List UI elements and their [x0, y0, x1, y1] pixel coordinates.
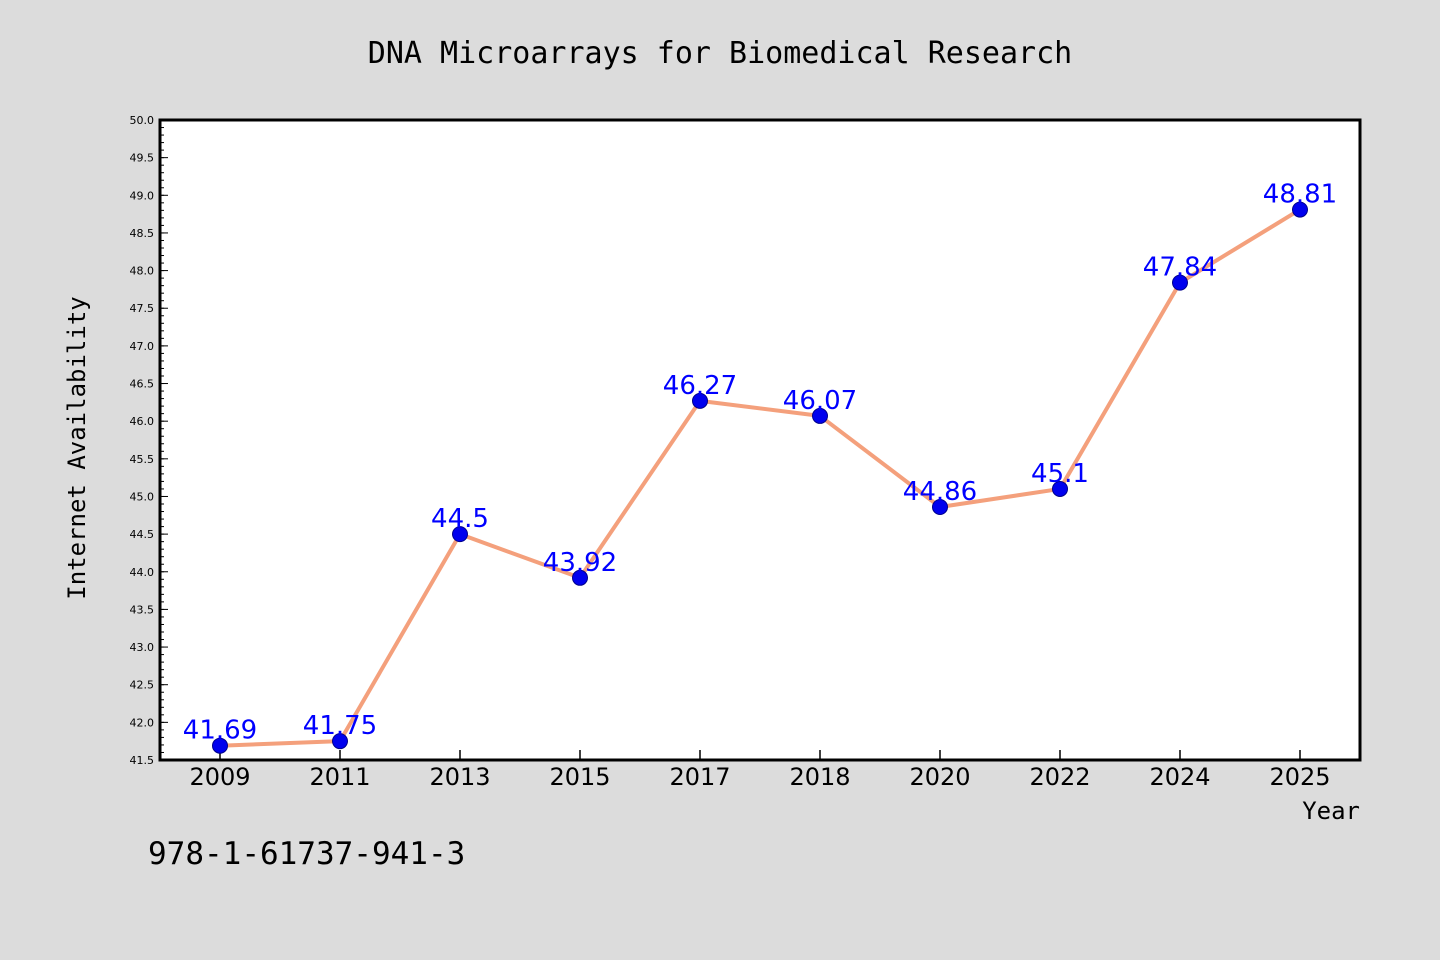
data-label: 46.27 [663, 371, 737, 401]
data-label: 45.1 [1031, 459, 1089, 489]
y-tick-label: 47.5 [130, 302, 155, 315]
y-tick-label: 48.0 [130, 265, 155, 278]
data-label: 44.86 [903, 477, 977, 507]
x-tick-label: 2018 [789, 763, 850, 791]
data-point [812, 407, 828, 424]
series-line [218, 207, 1302, 748]
data-point [932, 499, 948, 516]
x-tick-label: 2025 [1269, 763, 1330, 791]
data-label: 43.92 [543, 548, 617, 578]
data-labels: 41.69 41.75 44.5 43.92 46.27 46.07 44.86 45.1 47… [183, 180, 1337, 746]
data-label: 46.07 [783, 386, 857, 416]
plot-area [158, 118, 1362, 762]
data-label: 48.81 [1263, 180, 1337, 210]
data-point [1292, 201, 1308, 218]
isbn-text: 978-1-61737-941-3 [148, 836, 465, 872]
y-tick-label: 43.0 [130, 641, 155, 654]
x-tick-label: 2009 [189, 763, 250, 791]
y-axis-label: Internet Availability [63, 296, 91, 599]
data-label: 44.5 [431, 504, 489, 534]
y-tick-label: 45.0 [130, 490, 155, 503]
data-point [572, 569, 588, 586]
x-tick-label: 2011 [309, 763, 370, 791]
y-tick-label: 45.5 [130, 453, 155, 466]
data-label: 41.75 [303, 711, 377, 741]
y-tick-label: 49.5 [130, 152, 155, 165]
chart-title: DNA Microarrays for Biomedical Research [368, 36, 1072, 71]
data-label: 47.84 [1143, 253, 1217, 283]
y-tick-label: 43.5 [130, 603, 155, 616]
y-tick-label: 48.5 [130, 227, 155, 240]
x-tick-label: 2022 [1029, 763, 1090, 791]
data-point [332, 733, 348, 750]
x-tick-label: 2017 [669, 763, 730, 791]
y-tick-label: 42.0 [130, 716, 155, 729]
series-markers [212, 201, 1308, 754]
y-tick-label: 46.5 [130, 378, 155, 391]
x-axis-ticks: 2009 2011 2013 2015 2017 2018 2020 2022 2024 2025 [189, 750, 1331, 791]
y-axis-ticks: 41.5 42.0 42.5 43.0 43.5 44.0 44.5 45.0 45.5 46.0… [130, 114, 168, 767]
y-tick-label: 41.5 [130, 754, 155, 767]
y-tick-label: 42.5 [130, 679, 155, 692]
x-tick-label: 2015 [549, 763, 610, 791]
x-tick-label: 2013 [429, 763, 490, 791]
y-tick-label: 46.0 [130, 415, 155, 428]
x-axis-label: Year [1302, 797, 1360, 825]
x-tick-label: 2020 [909, 763, 970, 791]
data-label: 41.69 [183, 716, 257, 746]
y-tick-label: 44.0 [130, 566, 155, 579]
series-line-group [218, 207, 1302, 748]
x-tick-label: 2024 [1149, 763, 1210, 791]
y-tick-label: 44.5 [130, 528, 155, 541]
data-point [692, 392, 708, 409]
y-tick-label: 49.0 [130, 189, 155, 202]
data-point [1172, 274, 1188, 291]
data-point [1052, 480, 1068, 497]
y-tick-label: 50.0 [130, 114, 155, 127]
data-point [452, 526, 468, 543]
y-tick-label: 47.0 [130, 340, 155, 353]
data-point [212, 737, 228, 754]
